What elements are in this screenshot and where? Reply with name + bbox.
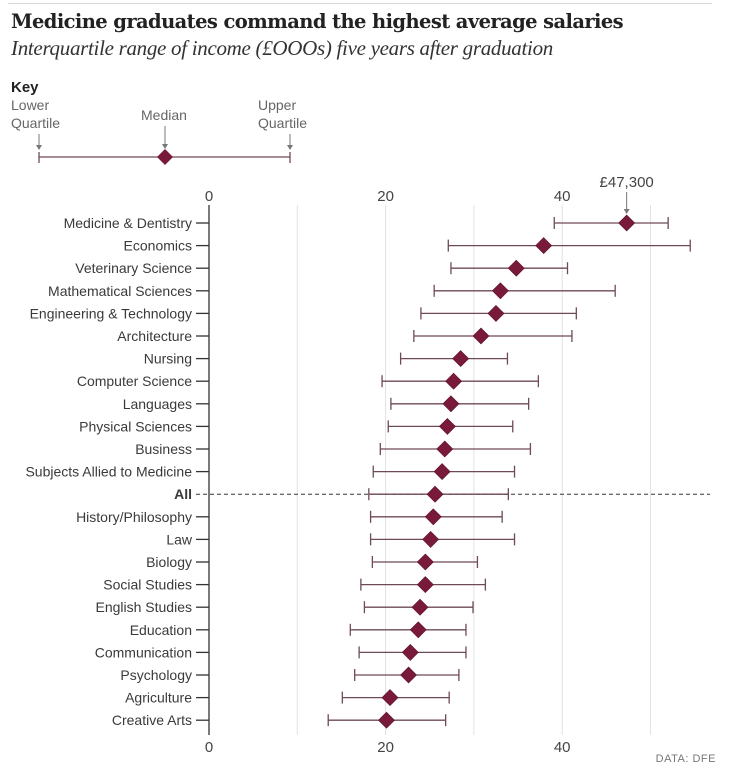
chart-row: Economics <box>124 237 691 255</box>
median-marker <box>491 282 509 300</box>
category-label: Engineering & Technology <box>30 305 192 321</box>
key-upper-label-2: Quartile <box>258 115 307 131</box>
median-marker <box>401 643 419 661</box>
category-label: Communication <box>95 644 192 660</box>
category-label: English Studies <box>95 599 192 615</box>
category-label: Subjects Allied to Medicine <box>25 464 192 480</box>
median-marker <box>400 666 417 684</box>
median-marker <box>422 530 440 548</box>
median-marker <box>424 508 442 526</box>
key-median-label: Median <box>141 107 187 123</box>
key-lower-label-1: Lower <box>11 97 49 113</box>
median-marker <box>618 214 636 232</box>
chart-row: Architecture <box>117 327 573 345</box>
chart-row: History/Philosophy <box>76 508 503 526</box>
median-marker <box>433 463 451 481</box>
median-marker <box>381 689 399 707</box>
key-median-arrowhead <box>162 144 168 149</box>
annotation-arrowhead <box>623 209 630 214</box>
chart-row: English Studies <box>95 598 474 616</box>
chart-row: Business <box>135 440 532 458</box>
chart-subtitle: Interquartile range of income (£OOOs) fi… <box>11 36 553 60</box>
x-tick-label-bottom: 20 <box>377 739 394 756</box>
chart-row: Communication <box>95 643 467 661</box>
category-label: History/Philosophy <box>76 509 192 525</box>
chart-row: Engineering & Technology <box>30 304 577 322</box>
median-marker <box>535 237 553 255</box>
category-label: Architecture <box>117 328 192 344</box>
key: Key Lower Quartile Median Upper Quartile <box>11 79 307 165</box>
x-tick-label-top: 40 <box>554 188 571 205</box>
chart-row: Physical Sciences <box>79 417 514 435</box>
x-tick-label-bottom: 40 <box>554 739 571 756</box>
category-label: Economics <box>124 238 192 254</box>
median-marker <box>442 395 460 413</box>
key-median-marker <box>157 149 173 165</box>
category-label: Medicine & Dentistry <box>64 215 192 231</box>
category-label: Veterinary Science <box>75 260 192 276</box>
x-tick-label-top: 0 <box>205 188 213 205</box>
chart-row: Education <box>130 621 467 639</box>
chart-row: Mathematical Sciences <box>48 282 616 300</box>
chart-row: Biology <box>146 553 479 571</box>
median-marker <box>409 621 427 639</box>
median-marker <box>472 327 490 345</box>
median-marker <box>426 485 444 503</box>
annotation-label: £47,300 <box>600 174 654 191</box>
median-marker <box>416 576 434 594</box>
median-marker <box>507 259 525 277</box>
top-rule <box>8 3 712 4</box>
category-label: Languages <box>123 396 192 412</box>
x-tick-label-bottom: 0 <box>205 739 213 756</box>
category-label: Education <box>130 622 192 638</box>
category-label: Computer Science <box>77 373 192 389</box>
x-tick-label-top: 20 <box>377 188 394 205</box>
x-axis-bottom-ticks: 0 20 40 <box>205 739 571 756</box>
gridlines <box>296 205 651 735</box>
category-label: Creative Arts <box>112 712 192 728</box>
annotation: £47,300 <box>600 174 654 214</box>
key-lower-arrowhead <box>36 145 42 150</box>
category-label: Mathematical Sciences <box>48 283 192 299</box>
category-label: Social Studies <box>103 577 192 593</box>
key-lower-label-2: Quartile <box>11 115 60 131</box>
category-label: Psychology <box>120 667 192 683</box>
category-label: Business <box>135 441 192 457</box>
median-marker <box>378 711 395 729</box>
key-upper-arrowhead <box>287 145 293 150</box>
category-label: All <box>174 486 192 502</box>
median-marker <box>411 598 429 616</box>
chart-row: Medicine & Dentistry <box>64 214 669 232</box>
chart-row: All <box>174 485 710 503</box>
category-label: Nursing <box>144 351 192 367</box>
category-label: Law <box>166 531 193 547</box>
category-label: Physical Sciences <box>79 418 192 434</box>
median-marker <box>436 440 454 458</box>
category-label: Agriculture <box>125 690 192 706</box>
median-marker <box>438 417 456 435</box>
chart-row: Creative Arts <box>112 711 447 729</box>
chart-row: Subjects Allied to Medicine <box>25 463 516 481</box>
chart-row: Psychology <box>120 666 460 684</box>
chart-title: Medicine graduates command the highest a… <box>11 10 624 33</box>
category-label: Biology <box>146 554 192 570</box>
key-upper-label-1: Upper <box>258 97 296 113</box>
x-axis-top-ticks: 0 20 40 <box>205 188 571 205</box>
chart-row: Veterinary Science <box>75 259 569 277</box>
median-marker <box>452 350 470 368</box>
chart-rows: Medicine & Dentistry Economics Veterinary … <box>25 214 710 729</box>
key-heading: Key <box>11 79 39 96</box>
chart-row: Agriculture <box>125 689 450 707</box>
median-marker <box>416 553 434 571</box>
chart-row: Law <box>166 530 516 548</box>
chart-row: Languages <box>123 395 530 413</box>
source-label: DATA: DFE <box>656 753 716 765</box>
chart-row: Nursing <box>144 350 509 368</box>
chart-row: Computer Science <box>77 372 540 390</box>
chart-row: Social Studies <box>103 576 487 594</box>
median-marker <box>487 304 505 322</box>
median-marker <box>445 372 463 390</box>
